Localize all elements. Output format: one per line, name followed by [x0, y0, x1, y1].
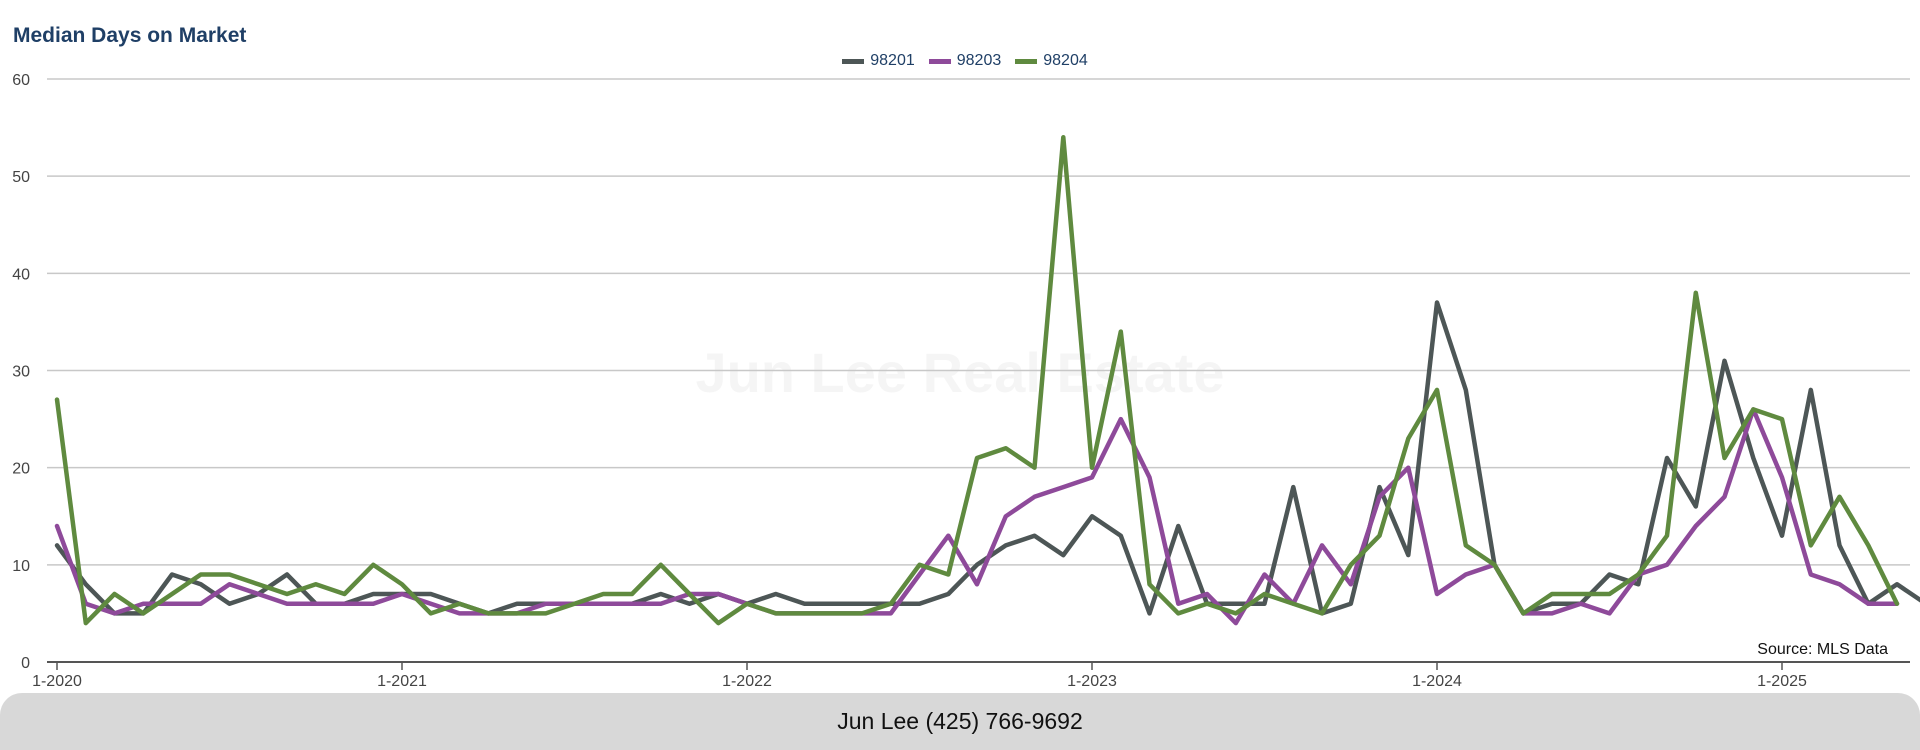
x-tick-label: 1-2021 — [377, 673, 427, 690]
chart-title: Median Days on Market — [13, 24, 247, 47]
chart-legend: 98201 98203 98204 — [0, 52, 1920, 70]
x-tick-label: 1-2025 — [1757, 673, 1807, 690]
legend-item-98204[interactable]: 98204 — [1015, 52, 1088, 70]
legend-swatch-98204 — [1015, 58, 1038, 64]
legend-swatch-98201 — [842, 58, 865, 64]
y-tick-label: 0 — [21, 655, 30, 672]
legend-label-98203: 98203 — [956, 52, 1002, 69]
series-line-98201 — [54, 300, 1920, 616]
legend-item-98203[interactable]: 98203 — [928, 52, 1002, 70]
y-tick-label: 10 — [12, 558, 30, 575]
y-tick-label: 60 — [12, 72, 30, 89]
x-tick-label: 1-2020 — [32, 673, 82, 690]
line-chart: 0 10 20 30 40 50 60 1-2020 1-2021 1-2022 1-2023 1-2… — [12, 72, 1920, 690]
footer-bar: Jun Lee (425) 766-9692 — [0, 693, 1920, 750]
y-tick-label: 20 — [12, 461, 30, 478]
series-line-98204 — [54, 135, 1900, 626]
legend-label-98204: 98204 — [1043, 52, 1088, 69]
source-note: Source: MLS Data — [1757, 641, 1888, 658]
y-tick-label: 30 — [12, 364, 30, 381]
x-tick-label: 1-2024 — [1412, 673, 1462, 690]
series-line-98203 — [54, 407, 1900, 626]
x-tick-label: 1-2022 — [722, 673, 772, 690]
legend-label-98201: 98201 — [870, 52, 915, 69]
y-tick-label: 50 — [12, 169, 30, 186]
legend-item-98201[interactable]: 98201 — [842, 52, 915, 70]
footer-contact: Jun Lee (425) 766-9692 — [837, 708, 1083, 734]
y-tick-label: 40 — [12, 266, 30, 283]
legend-swatch-98203 — [928, 58, 951, 64]
x-tick-label: 1-2023 — [1067, 673, 1117, 690]
